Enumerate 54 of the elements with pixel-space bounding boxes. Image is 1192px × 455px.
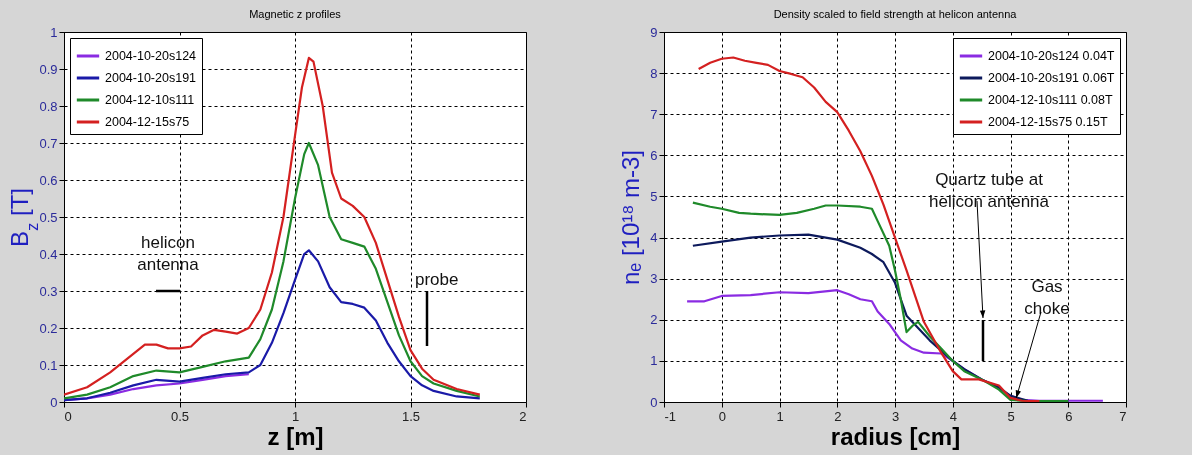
y-tick-label: 0.4: [39, 246, 58, 262]
line-series: [64, 249, 481, 402]
legend-label: 2004-12-10s111 0.08T: [988, 93, 1113, 107]
y-tick-label: 1: [50, 24, 58, 40]
y-tick-label: 0.6: [39, 172, 58, 188]
y-tick-label: 0.1: [39, 357, 58, 373]
x-axis-title: z [m]: [267, 422, 324, 450]
y-tick-label: 6: [650, 147, 658, 163]
y-axis-title: nₑ [10¹⁸ m-3]: [617, 149, 645, 286]
y-tick-label: 0.8: [39, 98, 58, 114]
x-tick-label: 1: [776, 408, 784, 424]
legend-label: 2004-10-20s191 0.06T: [988, 71, 1115, 85]
y-tick-label: 5: [650, 188, 658, 204]
x-tick-label: 2: [834, 408, 842, 424]
x-tick-label: 7: [1119, 408, 1127, 424]
x-axis-title: radius [cm]: [830, 422, 961, 450]
x-tick-label: 2: [519, 408, 527, 424]
y-tick-label: 7: [650, 106, 658, 122]
x-tick-label: 3: [891, 408, 900, 424]
annotation: helicon antenna: [137, 233, 200, 274]
x-tick-label: 1: [291, 408, 300, 424]
y-tick-label: 0: [50, 394, 58, 410]
legend-label: 2004-10-20s124 0.04T: [988, 49, 1115, 63]
x-tick-label: 0.5: [170, 408, 190, 424]
legend-label: 2004-12-15s75 0.15T: [988, 115, 1108, 129]
y-tick-label: 0.5: [39, 209, 58, 225]
annotation: Gas choke: [1024, 277, 1070, 318]
legend-label: 2004-10-20s191: [105, 71, 197, 85]
y-tick-label: 9: [650, 24, 658, 40]
chart-title: Magnetic z profiles: [249, 8, 342, 20]
y-tick-label: 2: [650, 312, 658, 328]
y-tick-label: 0.2: [39, 320, 58, 336]
x-tick-label: 0: [64, 408, 72, 424]
legend-label: 2004-12-10s111: [105, 93, 195, 107]
annotation: Quartz tube at helicon antenna: [928, 170, 1050, 211]
legend-label: 2004-10-20s124: [105, 49, 197, 63]
y-tick-label: 0: [650, 394, 658, 410]
annotation: probe: [415, 270, 459, 289]
x-tick-label: 5: [1007, 408, 1015, 424]
x-tick-label: 6: [1065, 408, 1073, 424]
y-tick-label: 0.3: [39, 283, 58, 299]
x-tick-label: 0: [718, 408, 726, 424]
y-tick-label: 8: [650, 65, 658, 81]
y-tick-label: 4: [650, 230, 658, 246]
y-tick-label: 3: [650, 271, 658, 287]
y-tick-label: 0.9: [39, 61, 58, 77]
y-tick-label: 1: [650, 353, 658, 369]
line-series: [64, 141, 481, 400]
chart-title: Density scaled to field strength at helicon antenna: [773, 8, 1018, 20]
x-tick-label: 4: [949, 408, 957, 424]
legend-label: 2004-12-15s75: [105, 115, 190, 129]
x-tick-label: 1.5: [401, 408, 421, 424]
y-tick-label: 0.7: [39, 135, 58, 151]
x-tick-label: -1: [664, 408, 677, 424]
